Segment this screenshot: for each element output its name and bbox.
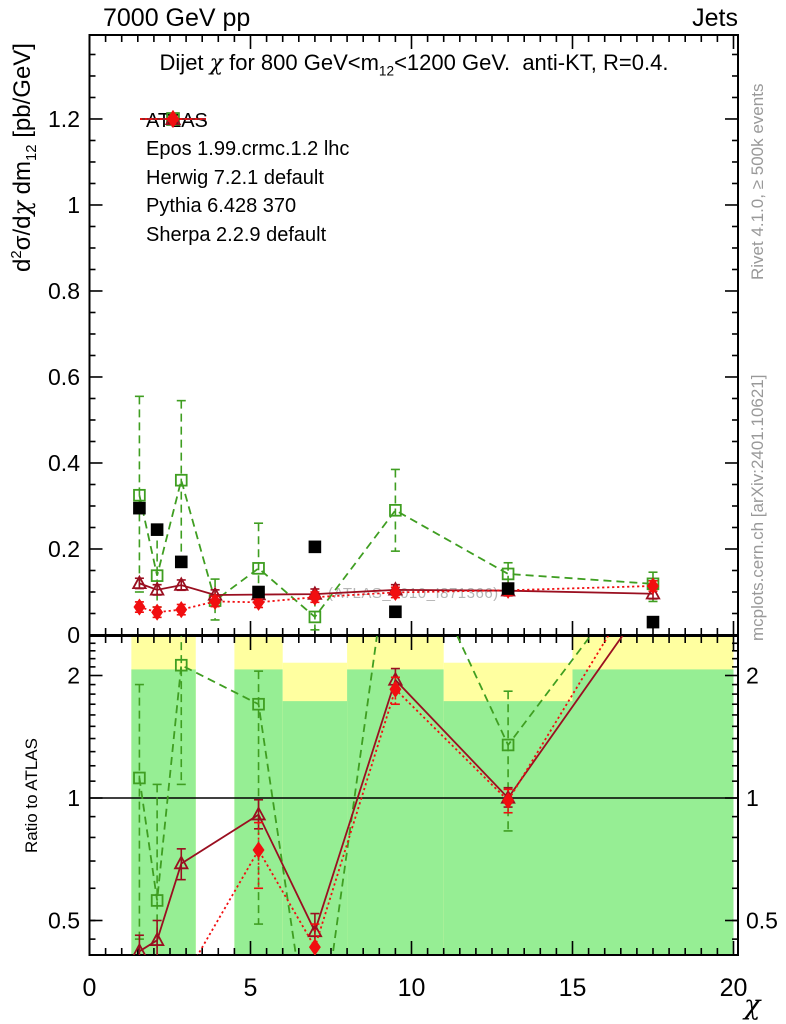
- tick-label: 1: [67, 192, 80, 218]
- tick-label: 0.6: [48, 364, 80, 390]
- legend-item: Herwig 7.2.1 default: [138, 112, 349, 193]
- band-green: [131, 669, 196, 955]
- tick-label: 0.8: [48, 278, 80, 304]
- tick-label: 0: [67, 622, 80, 648]
- sherpa-legend-marker-icon: [140, 109, 206, 129]
- legend-label: Pythia 6.428 370: [146, 195, 297, 218]
- tick-label: 5: [244, 974, 258, 1002]
- series-sherpa: [196, 636, 610, 955]
- tick-label: 0.4: [48, 450, 80, 476]
- beam-energy-label: 7000 GeV pp: [103, 4, 251, 32]
- tick-label: 15: [559, 974, 587, 1002]
- tick-label: 0.5: [48, 908, 80, 934]
- tick-label: 2: [67, 663, 80, 689]
- tick-label: 1: [67, 785, 80, 811]
- x-axis-title: χ: [744, 990, 761, 1021]
- tick-label: 0: [83, 974, 97, 1002]
- band-green: [347, 669, 444, 955]
- legend-item: Epos 1.99.crmc.1.2 lhc: [138, 112, 350, 165]
- legend-item: Pythia 6.428 370: [138, 109, 349, 222]
- band-green: [282, 701, 348, 955]
- legend-label: Sherpa 2.2.9 default: [146, 223, 327, 246]
- tick-label: 10: [398, 974, 426, 1002]
- plot-title: Dijet χ for 800 GeV<m12<1200 GeV. anti-K…: [159, 50, 669, 79]
- tick-label: 20: [720, 974, 748, 1002]
- analysis-group-label: Jets: [692, 4, 738, 32]
- tick-label: 0.2: [48, 536, 80, 562]
- legend-item: Sherpa 2.2.9 default: [138, 109, 349, 250]
- analysis-id-watermark: (ATLAS_2010_I871366): [328, 585, 499, 602]
- tick-label: 1.2: [48, 106, 80, 132]
- series-herwig: [133, 636, 592, 955]
- tick-label: 0.5: [746, 908, 778, 934]
- axis-ticks: 0 0.2 0.4 0.6 0.8 1 1.2 0 5 10 15 20 0.5 0.5 1 1 2 2: [48, 35, 778, 1002]
- tick-label: 1: [746, 785, 759, 811]
- legend-label: Herwig 7.2.1 default: [146, 166, 324, 189]
- legend-label: Epos 1.99.crmc.1.2 lhc: [146, 138, 350, 161]
- panel-frames: [88, 34, 739, 956]
- tick-label: 2: [746, 663, 759, 689]
- band-green: [572, 669, 734, 955]
- ratio-uncertainty-bands: [131, 636, 734, 955]
- series-atlas: [133, 501, 660, 629]
- series-herwig: [133, 395, 660, 631]
